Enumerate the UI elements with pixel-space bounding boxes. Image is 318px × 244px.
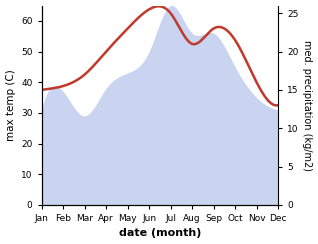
Y-axis label: med. precipitation (kg/m2): med. precipitation (kg/m2) (302, 40, 313, 171)
Y-axis label: max temp (C): max temp (C) (5, 69, 16, 141)
X-axis label: date (month): date (month) (119, 228, 201, 238)
